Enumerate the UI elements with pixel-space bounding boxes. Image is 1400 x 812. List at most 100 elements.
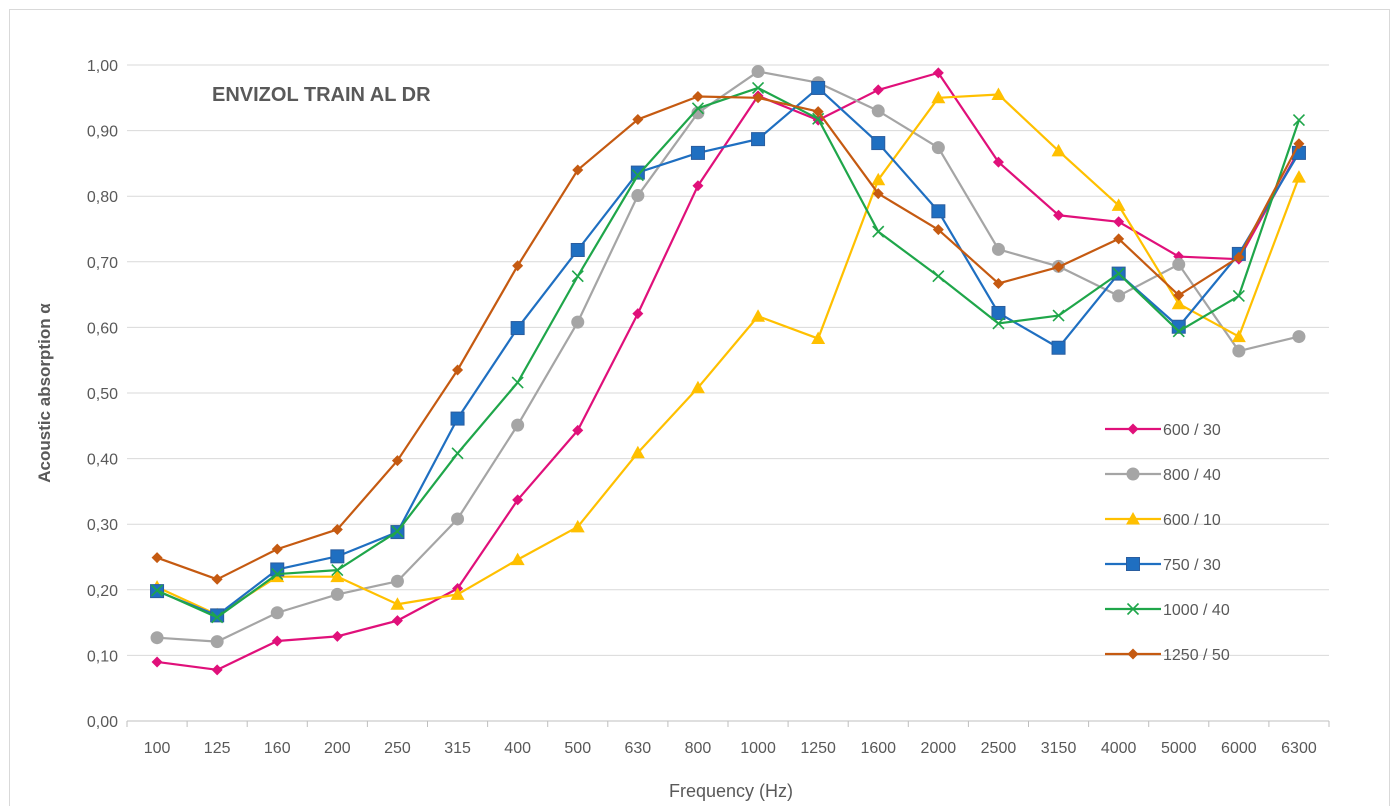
series-5-point [1112,267,1125,280]
series-6-point [812,106,824,118]
series-2-point [691,106,705,120]
x-tick-label: 160 [264,740,291,757]
series-2-point [631,189,645,203]
series-2-point [210,635,224,649]
series-3-point [991,87,1006,101]
series-4-point [630,165,645,180]
series-2-point [1172,257,1186,271]
legend-label: 1250 / 50 [1163,647,1230,664]
x-tick-label: 800 [685,740,712,757]
legend-swatch-marker [1126,557,1140,571]
series-4-point [570,242,585,257]
series-5-point-stroke [1112,267,1125,280]
series-6-point [151,552,163,564]
x-tick-label: 4000 [1101,740,1137,757]
gridlines [127,64,1329,656]
series-4-point-shape [751,132,766,147]
y-tick-label: 0,50 [87,386,118,403]
x-tick-label: 500 [564,740,591,757]
legend-label: 1000 / 40 [1163,602,1230,619]
legend-label: 800 / 40 [1163,467,1221,484]
series-3-point [811,331,826,345]
series-6-line [156,95,1300,581]
series-5-point-stroke [1292,114,1306,127]
legend-label: 600 / 10 [1163,512,1221,529]
legend-swatch-marker-shape [1126,557,1140,571]
series-5-point [391,525,404,538]
legend-swatch-marker [1126,602,1140,616]
series-5-point-stroke [1052,309,1065,322]
series-3-point [450,587,465,600]
series-3-point [1231,329,1246,343]
series-5-point [1172,325,1185,338]
series-6-point [1053,261,1065,273]
series-1 [151,67,1305,676]
series-4-point-shape [991,305,1006,320]
series-6-point [512,260,524,272]
series-6-point [1233,251,1245,263]
series-1-point [211,664,223,676]
x-tick-label: 1600 [860,740,896,757]
y-tick-label: 0,70 [87,255,118,272]
series-6-point [1173,289,1185,301]
series-1-point [1053,209,1065,221]
series-6-point [572,164,584,176]
series-5-point-stroke [691,102,705,115]
series-5-point [511,376,524,389]
legend-swatch-marker [1127,423,1139,435]
series-3-point [751,309,766,322]
series-3-point [1291,170,1306,183]
series-1-point [391,615,403,627]
series-6-point [992,277,1004,289]
series-5-point-stroke [271,567,284,581]
series-1-point [992,156,1004,168]
series-6-point [391,455,403,467]
series-2-point [451,512,465,526]
series-2-point [571,315,585,329]
axes: 0,00 0,10 0,20 0,30 0,40 0,50 0,60 0,70 0,80 0,90… [87,58,1330,757]
series-2-point [270,606,284,620]
series-3-point [390,597,405,610]
x-tick-label: 2000 [921,740,957,757]
series-4-point-shape [630,165,645,180]
legend-swatch-marker [1126,467,1140,481]
series-4-line [156,86,1300,617]
y-tick-label: 0,20 [87,583,118,600]
series-1-point [572,424,584,436]
series-4-point-shape [570,242,585,257]
series-6-point [452,364,464,376]
series-4-point [751,132,766,147]
series-3-point [931,90,946,104]
series-5-point [150,584,164,597]
series-4-point [450,411,465,426]
series-5-point-stroke [331,564,344,577]
x-tick-label: 200 [324,740,351,757]
legend-item: 750 / 30 [1105,557,1221,574]
series-5-point-stroke [391,525,404,538]
series-5-point-stroke [571,270,584,283]
series-3-point [1051,143,1066,157]
series-6-point [632,113,644,125]
series-5-point [1292,114,1306,127]
series-5-point-stroke [1232,289,1245,302]
line-chart: 0,00 0,10 0,20 0,30 0,40 0,50 0,60 0,70 0,80 0,90… [35,58,1330,801]
series-1-point [331,630,343,642]
series-1-point [271,635,283,647]
legend-swatch-marker [1126,512,1140,525]
series-5-point-stroke [211,611,224,624]
chart-frame: 0,00 0,10 0,20 0,30 0,40 0,50 0,60 0,70 0,80 0,90… [9,9,1390,806]
series-1-point [632,308,644,320]
series-2-point [751,65,765,79]
series-5-point-stroke [932,270,945,283]
series-4-point [270,562,285,577]
legend-item: 1250 / 50 [1105,647,1230,664]
series-3-point [630,445,645,459]
series-2-point [931,141,945,155]
series-4-point [811,80,826,95]
y-tick-label: 0,00 [87,714,118,731]
series-4-point [991,305,1006,320]
series-2-point [1112,289,1126,303]
legend-label: 750 / 30 [1163,557,1221,574]
series-2-point [871,104,885,118]
x-tick-label: 3150 [1041,740,1077,757]
